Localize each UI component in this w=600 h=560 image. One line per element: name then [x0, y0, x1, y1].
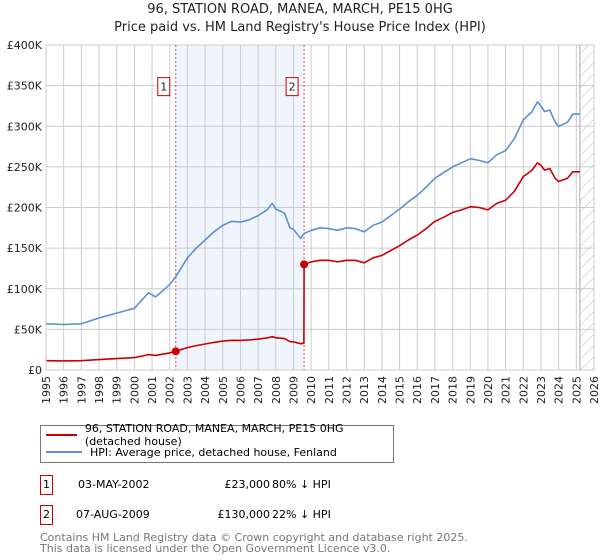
x-tick-label: 2010 [305, 376, 318, 404]
x-tick-label: 2004 [199, 376, 212, 404]
blue-line-swatch [46, 451, 82, 453]
x-tick-label: 2015 [394, 376, 407, 404]
footer: Contains HM Land Registry data © Crown c… [40, 532, 468, 554]
transaction-hpi-delta: 80% ↓ HPI [272, 478, 331, 491]
y-tick-label: £0 [28, 364, 42, 377]
x-tick-label: 2008 [270, 376, 283, 404]
legend: 96, STATION ROAD, MANEA, MARCH, PE15 0HG… [40, 422, 394, 463]
legend-label-property: 96, STATION ROAD, MANEA, MARCH, PE15 0HG… [84, 422, 344, 448]
x-tick-label: 2001 [146, 376, 159, 404]
x-tick-label: 2019 [464, 376, 477, 404]
sale-label-border [157, 77, 171, 97]
transaction-row: 2 07-AUG-2009 £130,000 22% ↓ HPI [40, 505, 600, 525]
x-tick-label: 2018 [447, 376, 460, 404]
hpi-series-line [45, 101, 580, 326]
transaction-row: 1 03-MAY-2002 £23,000 80% ↓ HPI [40, 475, 600, 495]
x-tick-label: 2007 [252, 376, 265, 404]
y-tick-label: £250K [7, 161, 43, 174]
transaction-date: 07-AUG-2009 [76, 508, 150, 521]
x-tick-label: 2023 [535, 376, 548, 404]
x-tick-label: 1999 [111, 376, 124, 404]
legend-item-property: 96, STATION ROAD, MANEA, MARCH, PE15 0HG… [46, 422, 393, 448]
line-chart: 1995 1996 1997 1998 1999 2000 2001 2002 2003 2004… [7, 39, 600, 404]
x-tick-label: 2021 [500, 376, 513, 404]
x-tick-label: 2024 [553, 376, 566, 404]
transaction-price: £130,000 [217, 508, 271, 521]
sale-label-border [285, 77, 299, 97]
transaction-hpi-delta: 22% ↓ HPI [272, 508, 331, 521]
transaction-marker: 1 [40, 475, 53, 495]
sale-label-box: 1 [157, 77, 171, 97]
transaction-price: £23,000 [224, 478, 271, 491]
x-tick-label: 2013 [358, 376, 371, 404]
x-tick-label: 1998 [93, 376, 106, 404]
x-tick-label: 2017 [429, 376, 442, 404]
x-tick-label: 1997 [75, 376, 88, 404]
x-tick-label: 1995 [40, 376, 53, 404]
x-tick-label: 2020 [482, 376, 495, 404]
sale-label-text: 2 [289, 81, 296, 94]
price-paid-series-line [45, 162, 580, 362]
y-tick-label: £300K [7, 120, 43, 133]
sale-label-text: 1 [160, 81, 167, 94]
x-tick-label: 2014 [376, 376, 389, 404]
y-tick-label: £400K [7, 39, 43, 52]
y-tick-label: £200K [7, 202, 43, 215]
x-tick-label: 2011 [323, 376, 336, 404]
chart-subtitle: Price paid vs. HM Land Registry's House … [114, 20, 486, 35]
sale-point [171, 347, 180, 356]
red-line-swatch [46, 434, 77, 436]
x-tick-label: 2016 [411, 376, 424, 404]
x-tick-label: 2009 [287, 376, 300, 404]
y-tick-label: £100K [7, 283, 43, 296]
x-tick-label: 2022 [517, 376, 530, 404]
sale-label-box: 2 [285, 77, 299, 97]
y-tick-label: £50K [14, 323, 43, 336]
y-tick-label: £350K [7, 80, 43, 93]
footer-licence: This data is licensed under the Open Gov… [40, 542, 391, 555]
chart-title: 96, STATION ROAD, MANEA, MARCH, PE15 0HG [147, 2, 453, 17]
transaction-marker: 2 [40, 505, 53, 525]
y-tick-label: £150K [7, 242, 43, 255]
x-tick-label: 1996 [58, 376, 71, 404]
transaction-date: 03-MAY-2002 [78, 478, 150, 491]
x-tick-label: 2002 [164, 376, 177, 404]
x-tick-label: 2006 [234, 376, 247, 404]
x-tick-label: 2003 [181, 376, 194, 404]
x-tick-label: 2005 [217, 376, 230, 404]
x-tick-label: 2025 [570, 376, 583, 404]
legend-label-hpi: HPI: Average price, detached house, Fenl… [90, 445, 337, 459]
legend-item-hpi: HPI: Average price, detached house, Fenl… [46, 444, 337, 460]
x-tick-label: 2000 [128, 376, 141, 404]
x-tick-label: 2012 [341, 376, 354, 404]
footer-copyright: Contains HM Land Registry data © Crown c… [40, 531, 468, 544]
sale-point [300, 260, 309, 269]
x-tick-label: 2026 [588, 376, 600, 404]
